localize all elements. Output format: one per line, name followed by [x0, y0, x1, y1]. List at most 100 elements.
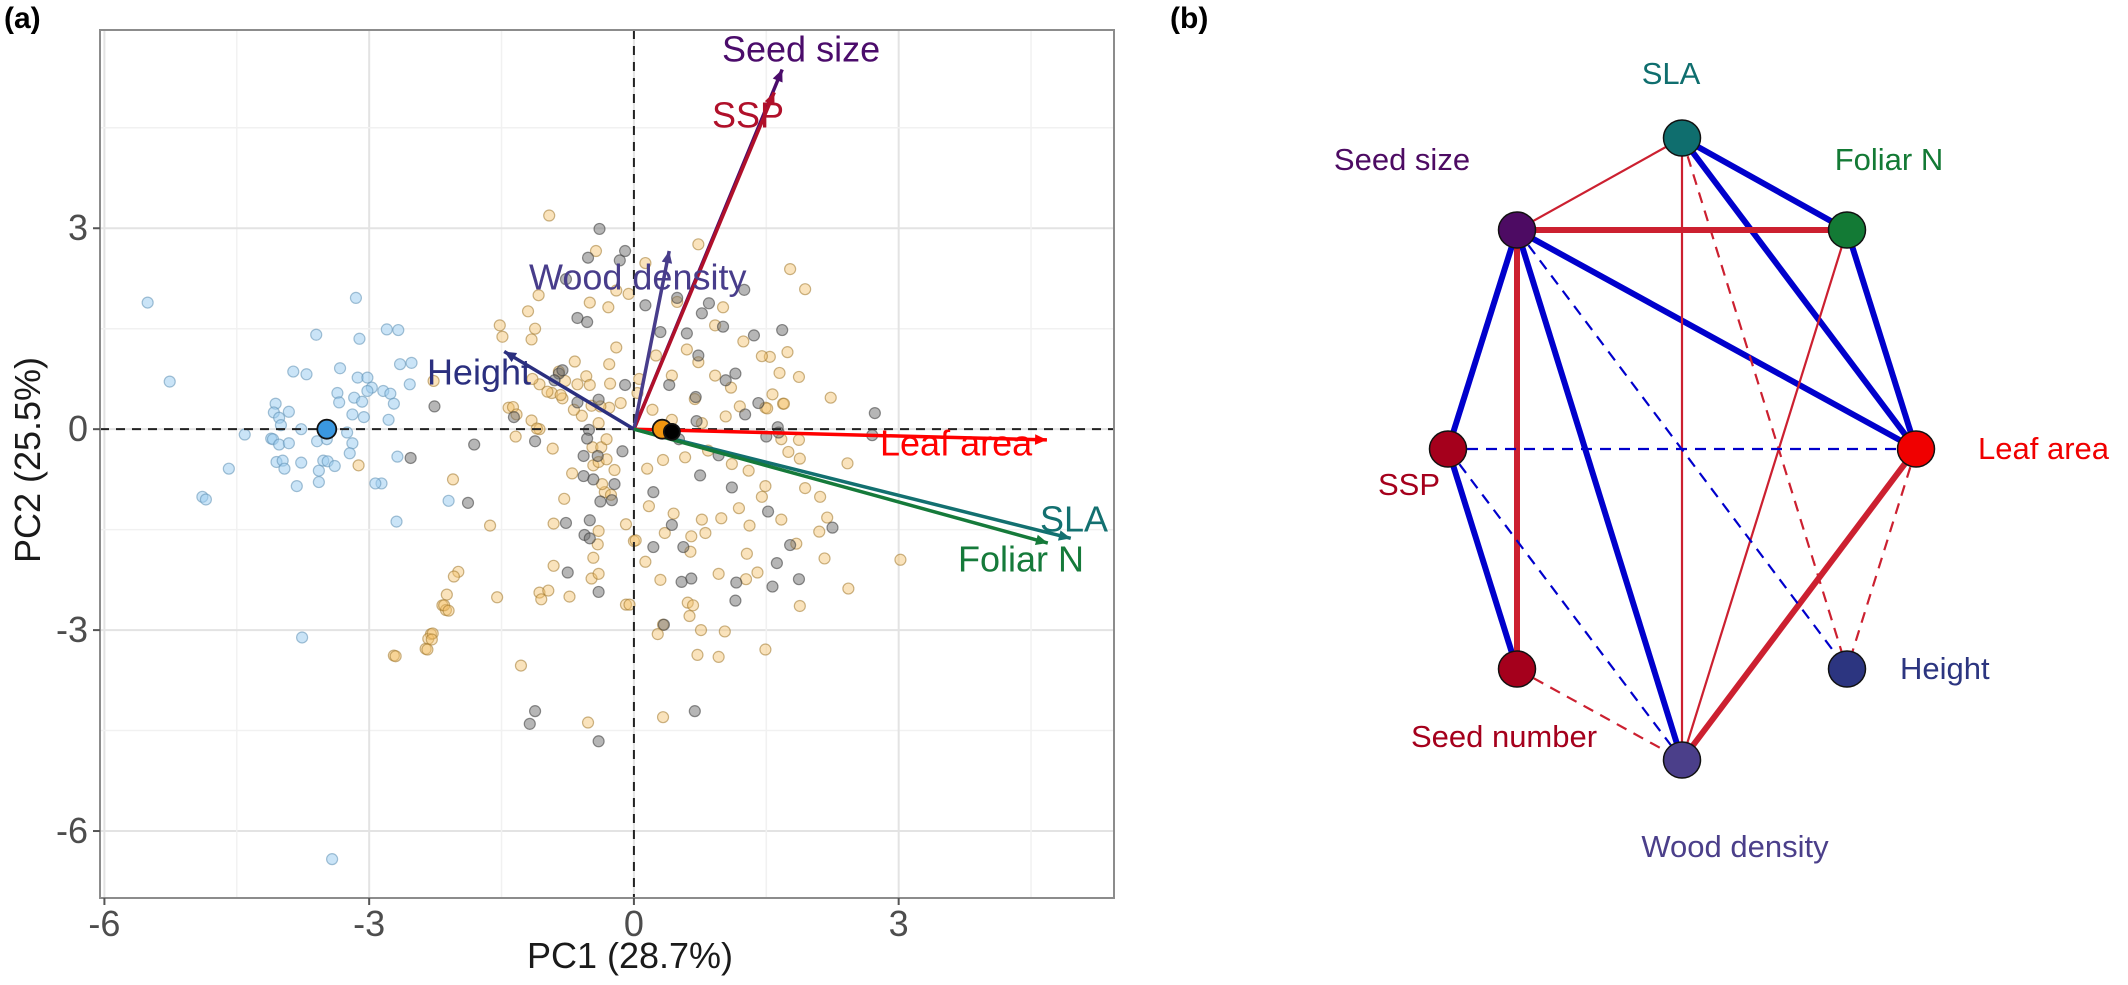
node-circle: [1827, 211, 1867, 249]
data-point: [686, 599, 700, 612]
data-point: [730, 576, 743, 589]
loading-label: SLA: [1040, 499, 1108, 540]
data-point: [543, 209, 556, 222]
arrowhead-icon: [1034, 534, 1048, 545]
data-point: [610, 284, 623, 297]
data-point: [695, 513, 708, 526]
network-node-foliar-n: Foliar N: [1827, 142, 1943, 249]
y-tick-label: -6: [56, 810, 88, 851]
data-point: [675, 575, 688, 588]
data-point: [608, 463, 621, 477]
data-point: [514, 659, 528, 672]
node-label: Seed size: [1334, 142, 1470, 177]
data-point: [361, 384, 374, 398]
data-point: [509, 430, 522, 443]
network-edge: [1445, 229, 1520, 450]
data-point: [591, 449, 604, 463]
data-point: [692, 349, 705, 362]
data-point: [761, 505, 775, 518]
data-point: [353, 332, 366, 345]
network-edge: [1845, 448, 1918, 670]
loading-arrow-sla: [633, 427, 1072, 541]
data-point: [491, 591, 504, 604]
data-point: [428, 400, 441, 413]
data-point: [199, 493, 213, 506]
data-point: [752, 396, 765, 410]
data-point: [719, 410, 732, 423]
network-edge: [1445, 448, 1520, 670]
data-point: [641, 462, 654, 475]
data-point: [356, 395, 369, 408]
data-point: [141, 296, 154, 309]
data-point: [656, 711, 670, 724]
data-point: [761, 402, 774, 415]
data-point: [639, 555, 652, 568]
node-label: SSP: [1378, 467, 1440, 502]
data-point: [818, 552, 831, 565]
data-point: [716, 320, 730, 333]
arrowhead-icon: [772, 69, 783, 83]
data-point: [616, 445, 629, 458]
data-point: [384, 387, 397, 400]
data-point: [792, 370, 806, 384]
network-edge: [1447, 448, 1683, 761]
network-edge: [1679, 447, 1919, 762]
data-point: [528, 705, 542, 718]
network-node-leaf-area: Leaf area: [1896, 430, 2110, 468]
data-point: [369, 477, 382, 490]
data-point: [667, 507, 680, 520]
data-point: [452, 565, 465, 578]
data-point: [618, 378, 632, 392]
data-point: [665, 518, 678, 532]
data-point: [583, 378, 596, 392]
arrow-shaft: [503, 349, 635, 431]
data-point: [610, 341, 623, 354]
data-point: [403, 378, 416, 391]
loading-label: Height: [427, 352, 531, 393]
data-point: [793, 599, 806, 613]
data-point: [440, 588, 453, 601]
data-point: [310, 328, 323, 341]
data-point: [333, 362, 347, 375]
data-point: [709, 369, 722, 382]
data-point: [357, 411, 370, 424]
data-point: [759, 480, 772, 493]
data-point: [738, 283, 751, 296]
x-tick-label: 3: [889, 903, 909, 944]
data-point: [390, 515, 403, 528]
data-point: [766, 388, 779, 401]
arrow-shaft: [633, 427, 1049, 545]
loading-arrow-leaf-area: [633, 427, 1047, 445]
data-point: [325, 853, 339, 866]
data-point: [589, 244, 603, 258]
node-circle: [1497, 650, 1537, 688]
data-point: [442, 494, 455, 507]
data-point: [603, 358, 616, 371]
pca-biplot: Seed size SSP Wood density Height Leaf areaS…: [7, 29, 1115, 976]
data-point: [554, 388, 567, 402]
data-point: [685, 530, 698, 543]
data-point: [712, 567, 725, 580]
data-point: [593, 222, 606, 236]
data-point: [163, 375, 176, 388]
data-point: [651, 628, 664, 641]
data-point: [559, 273, 573, 286]
data-point: [799, 482, 812, 495]
data-point: [605, 494, 618, 507]
loading-arrow-wood-density: [632, 250, 673, 430]
data-point: [695, 307, 708, 320]
loading-label: Foliar N: [958, 539, 1084, 580]
network-edges: [1445, 135, 1919, 762]
data-point: [238, 428, 251, 441]
data-point: [619, 518, 633, 531]
data-point: [642, 500, 656, 513]
data-point: [581, 432, 594, 445]
data-point: [587, 473, 600, 486]
data-point: [528, 322, 542, 335]
data-point: [447, 570, 460, 583]
data-point: [629, 534, 642, 547]
data-point: [732, 502, 746, 515]
y-axis-title: PC2 (25.5%): [7, 357, 48, 563]
data-point: [493, 319, 506, 332]
